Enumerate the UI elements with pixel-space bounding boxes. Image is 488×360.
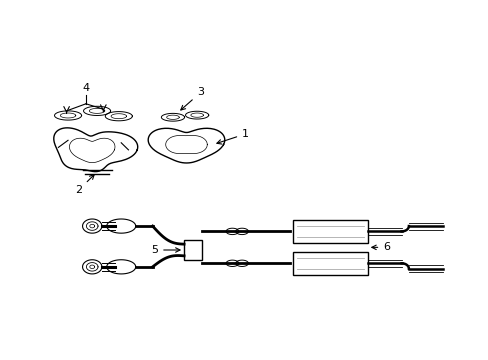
Bar <box>292 252 367 275</box>
Text: 3: 3 <box>181 87 203 110</box>
Text: 4: 4 <box>82 84 89 93</box>
Bar <box>183 240 202 260</box>
Text: 6: 6 <box>371 242 389 252</box>
Text: 2: 2 <box>75 175 94 195</box>
Text: 1: 1 <box>217 129 248 144</box>
Text: 5: 5 <box>151 245 180 255</box>
Bar <box>292 220 367 243</box>
